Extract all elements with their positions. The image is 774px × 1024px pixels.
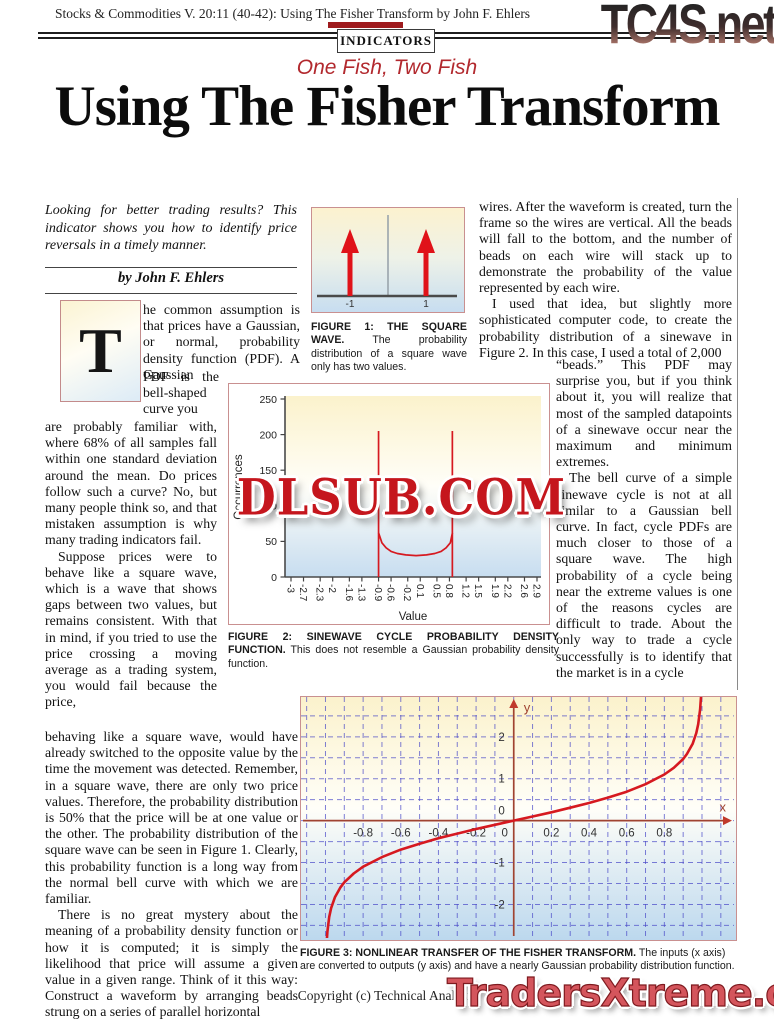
svg-text:-0.6: -0.6 — [385, 584, 396, 602]
body-left-seg2: PDF is the bell-shaped curve you — [143, 369, 219, 417]
tradersxtreme-watermark: TradersXtreme.com — [446, 971, 774, 1015]
header-citation: Stocks & Commodities V. 20:11 (40-42): U… — [55, 6, 531, 21]
tc4s-watermark: TC4S.net — [601, 0, 774, 52]
svg-text:50: 50 — [265, 536, 277, 548]
figure2-caption: FIGURE 2: SINEWAVE CYCLE PROBABILITY DEN… — [228, 631, 559, 671]
svg-text:-2: -2 — [326, 584, 337, 593]
svg-text:0.6: 0.6 — [619, 828, 635, 840]
body-left-seg1: he common assumption is that prices have… — [143, 302, 300, 382]
svg-text:2: 2 — [498, 732, 504, 744]
figure2-y-axis-label: Occurrences — [233, 454, 245, 519]
figure1-caption: FIGURE 1: THE SQUARE WAVE. The probabili… — [311, 321, 467, 375]
article-intro: Looking for better trading results? This… — [45, 203, 297, 253]
svg-text:-2.7: -2.7 — [297, 584, 308, 602]
dropcap-box: T — [60, 300, 141, 402]
page-title: Using The Fisher Transform — [54, 75, 721, 138]
body-left-seg3: are probably familiar with, where 68% of… — [45, 419, 217, 711]
figure3-fisher-transform-chart: x y -0.8 -0.6 -0.4 -0.2 0 0.2 0.4 0.6 0.8 -2 -1 0 1 2 — [300, 693, 737, 948]
svg-text:1.2: 1.2 — [460, 584, 471, 598]
figure2-sinewave-pdf-chart: Occurrences Value 0 50 100 150 200 250 -3 -2.7-… — [228, 383, 550, 625]
svg-text:-0.9: -0.9 — [372, 584, 383, 602]
svg-text:-0.2: -0.2 — [401, 584, 412, 602]
svg-text:-1.3: -1.3 — [355, 584, 366, 602]
svg-text:150: 150 — [259, 465, 277, 477]
svg-text:0: 0 — [271, 572, 277, 584]
figure3-caption: FIGURE 3: NONLINEAR TRANSFER OF THE FISH… — [300, 947, 737, 974]
svg-text:200: 200 — [259, 429, 277, 441]
svg-text:1.5: 1.5 — [472, 584, 483, 598]
indicators-red-bar — [328, 22, 403, 28]
svg-text:0.5: 0.5 — [430, 584, 441, 598]
byline-rule-bottom — [45, 293, 297, 294]
dropcap-letter: T — [79, 315, 122, 386]
footer-copyright: Copyright (c) Technical Analysis — [297, 988, 477, 1003]
svg-text:-0.8: -0.8 — [353, 828, 373, 840]
figure1-caption-bold: FIGURE 1: THE SQUARE WAVE. — [311, 321, 467, 347]
svg-text:1.9: 1.9 — [489, 584, 500, 598]
svg-text:-1: -1 — [495, 858, 505, 870]
svg-text:0.2: 0.2 — [543, 828, 559, 840]
figure1-tick-neg1: -1 — [346, 299, 355, 310]
svg-text:-0.6: -0.6 — [391, 828, 411, 840]
paragraph: The bell curve of a simple sinewave cycl… — [556, 470, 732, 680]
body-right-seg1: wires. After the waveform is created, tu… — [479, 199, 732, 361]
figure2-caption-bold: FIGURE 2: SINEWAVE CYCLE PROBABILITY DEN… — [228, 631, 559, 657]
figure1-square-wave-chart: -1 1 — [311, 207, 465, 313]
svg-text:y: y — [524, 700, 531, 715]
svg-text:0.4: 0.4 — [581, 828, 598, 840]
byline: by John F. Ehlers — [117, 270, 225, 286]
dlsub-watermark: DLSUB.COM — [236, 469, 567, 527]
svg-text:-3: -3 — [285, 584, 296, 593]
body-left-seg4: behaving like a square wave, would have … — [45, 729, 298, 1021]
figure3-caption-bold: FIGURE 3: NONLINEAR TRANSFER OF THE FISH… — [300, 947, 637, 959]
figure2-caption-text: This does not resemble a Gaussian probab… — [228, 644, 559, 670]
paragraph: “beads.” This PDF may surprise you, but … — [556, 357, 732, 470]
svg-text:2.6: 2.6 — [518, 584, 529, 598]
figure1-arrow-pos1 — [417, 229, 435, 296]
figure1-tick-pos1: 1 — [423, 299, 429, 310]
kicker-subtitle: One Fish, Two Fish — [296, 56, 478, 79]
column-rule — [737, 198, 739, 690]
paragraph: behaving like a square wave, would have … — [45, 729, 298, 907]
svg-text:2.2: 2.2 — [501, 584, 512, 598]
svg-text:0: 0 — [502, 828, 508, 840]
svg-text:x: x — [720, 800, 727, 815]
svg-text:-2.3: -2.3 — [314, 584, 325, 602]
paragraph: There is no great mystery about the mean… — [45, 907, 298, 1020]
svg-text:250: 250 — [259, 394, 277, 406]
svg-text:100: 100 — [259, 501, 277, 513]
svg-text:0.1: 0.1 — [414, 584, 425, 598]
paragraph: are probably familiar with, where 68% of… — [45, 419, 217, 548]
figure1-plot: -1 1 — [317, 215, 457, 310]
svg-text:0.8: 0.8 — [443, 584, 454, 598]
figure3-caption-text: The inputs (x axis) are converted to out… — [300, 947, 735, 973]
figure2-plot-background — [285, 396, 541, 577]
paragraph: wires. After the waveform is created, tu… — [479, 199, 732, 296]
body-right-seg2: “beads.” This PDF may surprise you, but … — [556, 357, 732, 681]
svg-text:1: 1 — [498, 774, 504, 786]
svg-text:-2: -2 — [495, 899, 505, 911]
paragraph: I used that idea, but slightly more soph… — [479, 296, 732, 360]
figure1-caption-text: The probability distribution of a square… — [311, 334, 467, 374]
figure2-x-axis-label: Value — [399, 611, 428, 623]
svg-text:0.8: 0.8 — [656, 828, 672, 840]
byline-rule-top — [45, 267, 297, 268]
section-badge: INDICATORS — [337, 29, 435, 53]
paragraph: Suppose prices were to behave like a squ… — [45, 548, 217, 710]
svg-text:0: 0 — [498, 806, 504, 818]
figure1-arrow-neg1 — [341, 229, 359, 296]
svg-text:2.9: 2.9 — [531, 584, 542, 598]
svg-text:-1.6: -1.6 — [343, 584, 354, 602]
